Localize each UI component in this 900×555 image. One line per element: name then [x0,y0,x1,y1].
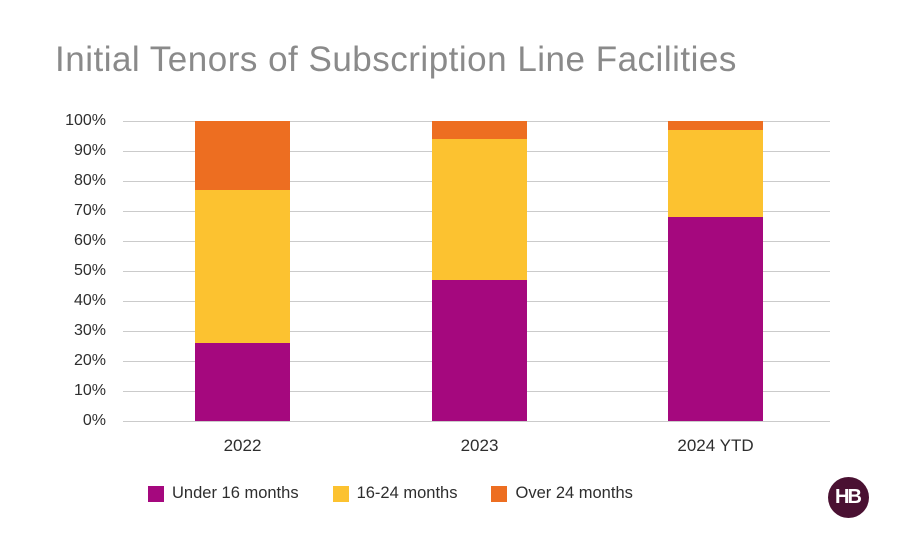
bar-segment [668,130,763,217]
bar-segment [432,139,527,280]
legend-label: Over 24 months [515,484,633,502]
bar-segment [668,217,763,421]
bar-segment [432,280,527,421]
x-tick-label: 2022 [223,436,262,455]
stacked-bar-2023 [432,121,527,421]
legend-item: Over 24 months [491,484,633,503]
y-tick-label: 70% [73,202,106,219]
y-tick-label: 0% [82,412,106,429]
bar-segment [195,121,290,190]
y-tick-label: 10% [73,382,106,399]
stacked-bar-2022 [195,121,290,421]
legend: Under 16 months 16-24 months Over 24 month… [148,484,633,503]
y-tick-label: 60% [73,232,106,249]
legend-label: 16-24 months [356,484,458,502]
legend-label: Under 16 months [172,484,299,502]
legend-swatch [148,485,164,502]
bar-segment [432,121,527,139]
chart-title: Initial Tenors of Subscription Line Faci… [55,40,737,79]
plot-area [123,121,830,422]
bar-segment [195,190,290,343]
y-tick-label: 30% [73,322,106,339]
gridline [123,421,830,422]
legend-swatch [491,485,508,502]
bar-segment [668,121,763,130]
y-tick-label: 90% [73,142,106,159]
y-tick-label: 100% [65,112,106,129]
bar-segment [195,343,290,421]
hb-logo: HB [828,477,869,518]
legend-item: 16-24 months [332,484,458,503]
y-axis-labels: 100% 90% 80% 70% 60% 50% 40% 30% 20% 10% 0% [0,112,106,429]
y-tick-label: 20% [73,352,106,369]
legend-item: Under 16 months [148,484,299,503]
stacked-bar-2024-ytd [668,121,763,421]
x-tick-label: 2024 YTD [677,436,754,455]
legend-swatch [332,485,349,502]
y-tick-label: 80% [73,172,106,189]
y-tick-label: 40% [73,292,106,309]
y-tick-label: 50% [73,262,106,279]
x-tick-label: 2023 [460,436,499,455]
